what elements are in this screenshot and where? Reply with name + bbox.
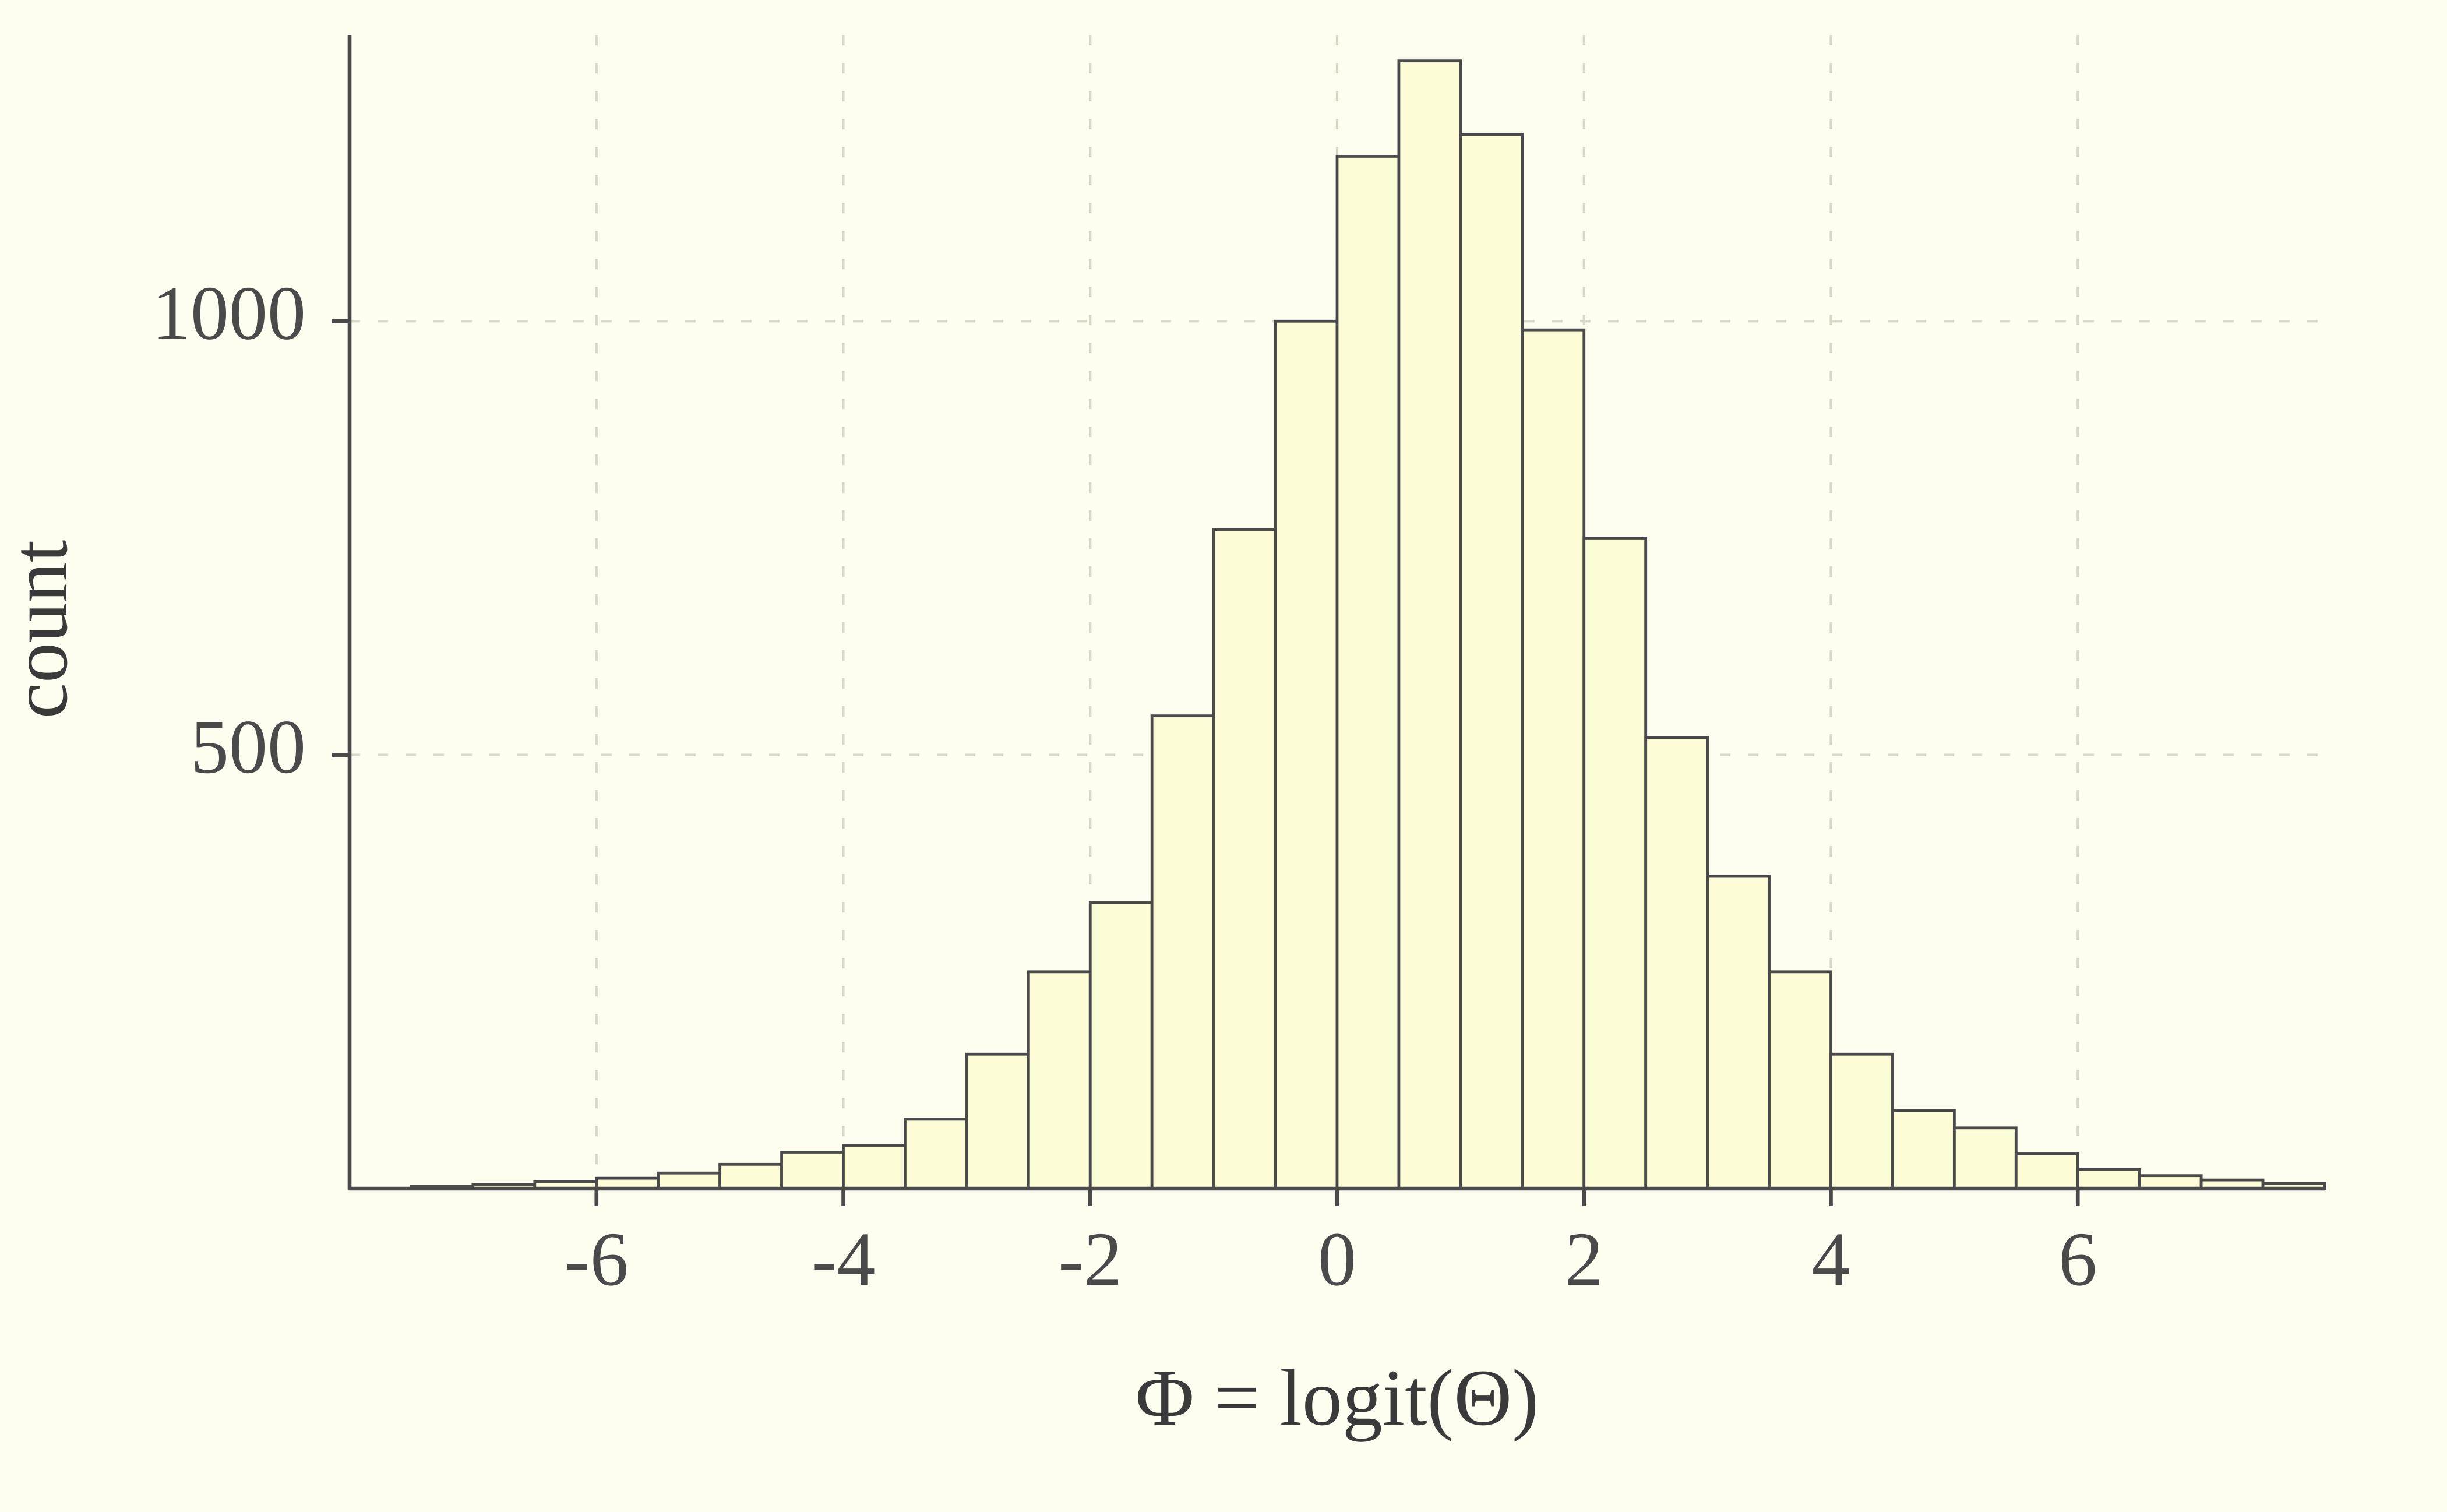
- page: -6 -4 -2 0 2 4 6 500 1000 count Φ = logit(Θ): [0, 0, 2447, 1512]
- histogram-bar: [1646, 738, 1708, 1189]
- histogram-bar: [1028, 972, 1090, 1189]
- x-tick-label: 2: [1565, 1216, 1603, 1302]
- histogram-bar: [1584, 538, 1646, 1189]
- histogram-bar: [1892, 1111, 1954, 1189]
- x-tick-label: 0: [1318, 1216, 1356, 1302]
- x-axis-title: Φ = logit(Θ): [1136, 1353, 1539, 1442]
- x-tick-label: -2: [1058, 1216, 1122, 1302]
- x-tick-label: -6: [565, 1216, 629, 1302]
- histogram-bar: [967, 1054, 1028, 1189]
- x-tick-label: 4: [1812, 1216, 1850, 1302]
- histogram-chart: -6 -4 -2 0 2 4 6 500 1000 count Φ = logit(Θ): [0, 0, 2447, 1512]
- histogram-bar: [905, 1119, 967, 1189]
- histogram-bar: [2139, 1176, 2201, 1189]
- histogram-bar: [1954, 1128, 2016, 1189]
- histogram-bar: [1522, 330, 1584, 1189]
- y-tick-label: 1000: [152, 270, 306, 356]
- histogram-bar: [1275, 321, 1337, 1189]
- histogram-bar: [1708, 876, 1769, 1189]
- histogram-bar: [1337, 156, 1399, 1189]
- histogram-bar: [2078, 1169, 2139, 1189]
- histogram-bar: [720, 1164, 782, 1189]
- histogram-bar: [1461, 135, 1522, 1189]
- x-tick-label: -4: [812, 1216, 876, 1302]
- histogram-bar: [658, 1173, 720, 1189]
- histogram-bar: [844, 1146, 905, 1189]
- histogram-bar: [1831, 1054, 1893, 1189]
- histogram-bar: [782, 1152, 844, 1189]
- x-tick-label: 6: [2058, 1216, 2097, 1302]
- histogram-bar: [1769, 972, 1831, 1189]
- histogram-bar: [1152, 716, 1214, 1189]
- y-tick-label: 500: [191, 704, 306, 790]
- y-axis-title: count: [0, 540, 84, 719]
- histogram-bar: [1399, 61, 1461, 1189]
- histogram-bar: [1090, 903, 1152, 1189]
- histogram-bar: [2016, 1154, 2078, 1189]
- histogram-bar: [1214, 530, 1275, 1189]
